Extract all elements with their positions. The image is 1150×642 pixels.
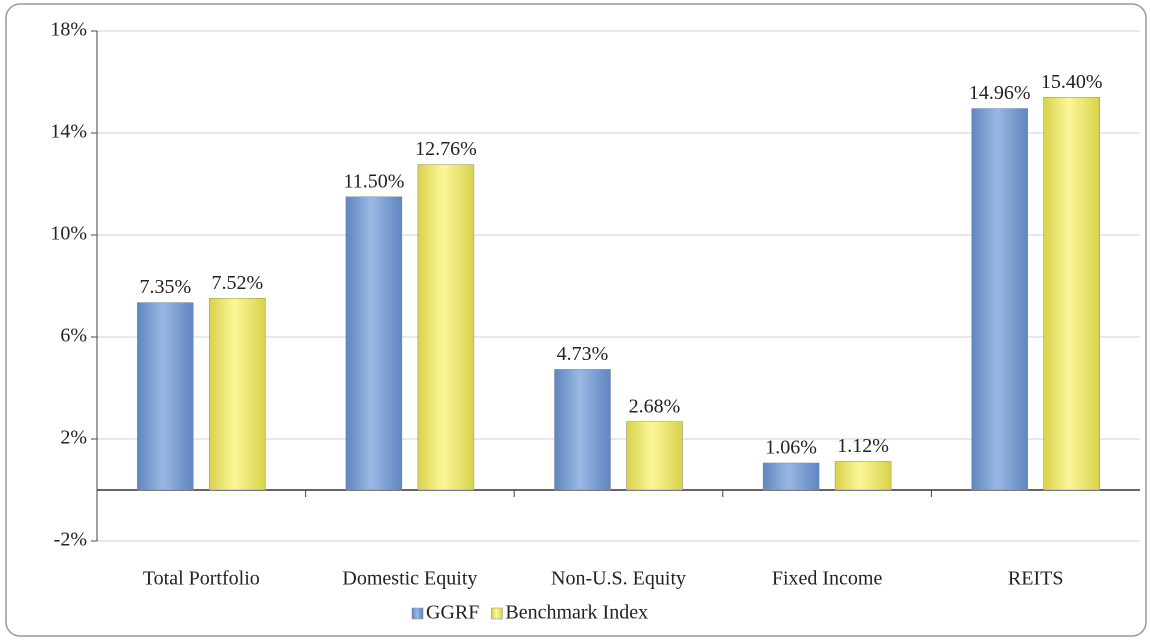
value-label: 11.50% <box>343 170 404 192</box>
bar <box>1043 97 1100 491</box>
value-label: 2.68% <box>629 395 681 417</box>
bar <box>345 196 403 491</box>
x-tick-label: Domestic Equity <box>342 568 477 590</box>
value-label: 7.52% <box>211 272 263 294</box>
bar <box>834 461 892 491</box>
bar <box>209 297 266 491</box>
y-tick-label: 18% <box>50 19 87 41</box>
value-label: 1.12% <box>837 435 889 457</box>
value-label: 4.73% <box>557 343 609 365</box>
y-tick-label: -2% <box>54 529 87 551</box>
x-tick-label: REITS <box>1008 568 1064 590</box>
y-tick-label: 10% <box>50 223 87 245</box>
y-tick-label: 2% <box>60 427 87 449</box>
y-tick-label: 14% <box>50 121 87 143</box>
bar <box>554 369 611 491</box>
bar <box>137 302 194 491</box>
value-label: 14.96% <box>969 82 1031 104</box>
value-label: 1.06% <box>765 437 817 459</box>
legend-label: Benchmark Index <box>505 602 648 624</box>
legend-swatch <box>491 607 503 620</box>
x-tick-label: Total Portfolio <box>143 568 260 590</box>
legend-swatch <box>411 607 424 620</box>
bar <box>762 462 820 491</box>
legend-label: GGRF <box>426 602 479 624</box>
value-label: 15.40% <box>1041 71 1103 93</box>
bar <box>626 421 683 491</box>
frame <box>5 3 1147 637</box>
x-tick-label: Non-U.S. Equity <box>551 568 686 590</box>
bar <box>971 108 1028 491</box>
bar <box>417 164 475 491</box>
x-tick-label: Fixed Income <box>772 568 883 590</box>
value-label: 12.76% <box>415 138 477 160</box>
value-label: 7.35% <box>139 276 191 298</box>
y-tick-label: 6% <box>60 325 87 347</box>
